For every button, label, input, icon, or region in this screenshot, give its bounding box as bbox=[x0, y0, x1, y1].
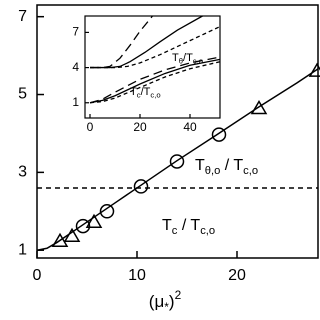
series-line bbox=[90, 25, 221, 69]
circle-marker bbox=[99, 204, 115, 219]
circle-marker bbox=[133, 179, 149, 194]
x-axis-label: (μ*​)2​ bbox=[149, 288, 182, 314]
annotation: Tc​ / Tc,o​ bbox=[162, 217, 215, 237]
x-tick-label: 10 bbox=[128, 267, 146, 284]
triangle-marker bbox=[63, 227, 81, 242]
x-tick-label: 0 bbox=[33, 267, 42, 284]
y-tick-label: 1 bbox=[72, 95, 79, 109]
y-tick-label: 1 bbox=[18, 241, 27, 258]
series-line bbox=[90, 15, 154, 69]
y-tick-label: 5 bbox=[18, 86, 27, 103]
y-tick-label: 7 bbox=[18, 8, 27, 25]
triangle-marker bbox=[308, 62, 320, 77]
annotation: Tθ,o​ / Tc,o​ bbox=[195, 157, 258, 177]
circle-marker bbox=[169, 154, 185, 169]
circle-marker bbox=[75, 218, 91, 234]
annotation: Tθ​/Tc,o​ bbox=[172, 52, 203, 65]
y-tick-label: 4 bbox=[72, 60, 79, 74]
series-line bbox=[89, 58, 221, 104]
y-tick-label: 3 bbox=[18, 164, 27, 181]
y-tick-label: 7 bbox=[72, 25, 79, 39]
x-tick-label: 20 bbox=[133, 120, 147, 134]
x-tick-label: 20 bbox=[228, 267, 246, 284]
annotation: Tc​/Tc,o​ bbox=[130, 86, 161, 99]
triangle-marker bbox=[51, 232, 69, 248]
circle-marker bbox=[211, 127, 227, 142]
x-tick-label: 0 bbox=[87, 120, 94, 134]
triangle-marker bbox=[250, 100, 268, 115]
triangle-marker bbox=[85, 213, 103, 228]
x-tick-label: 40 bbox=[183, 120, 197, 134]
series-line bbox=[89, 61, 221, 104]
